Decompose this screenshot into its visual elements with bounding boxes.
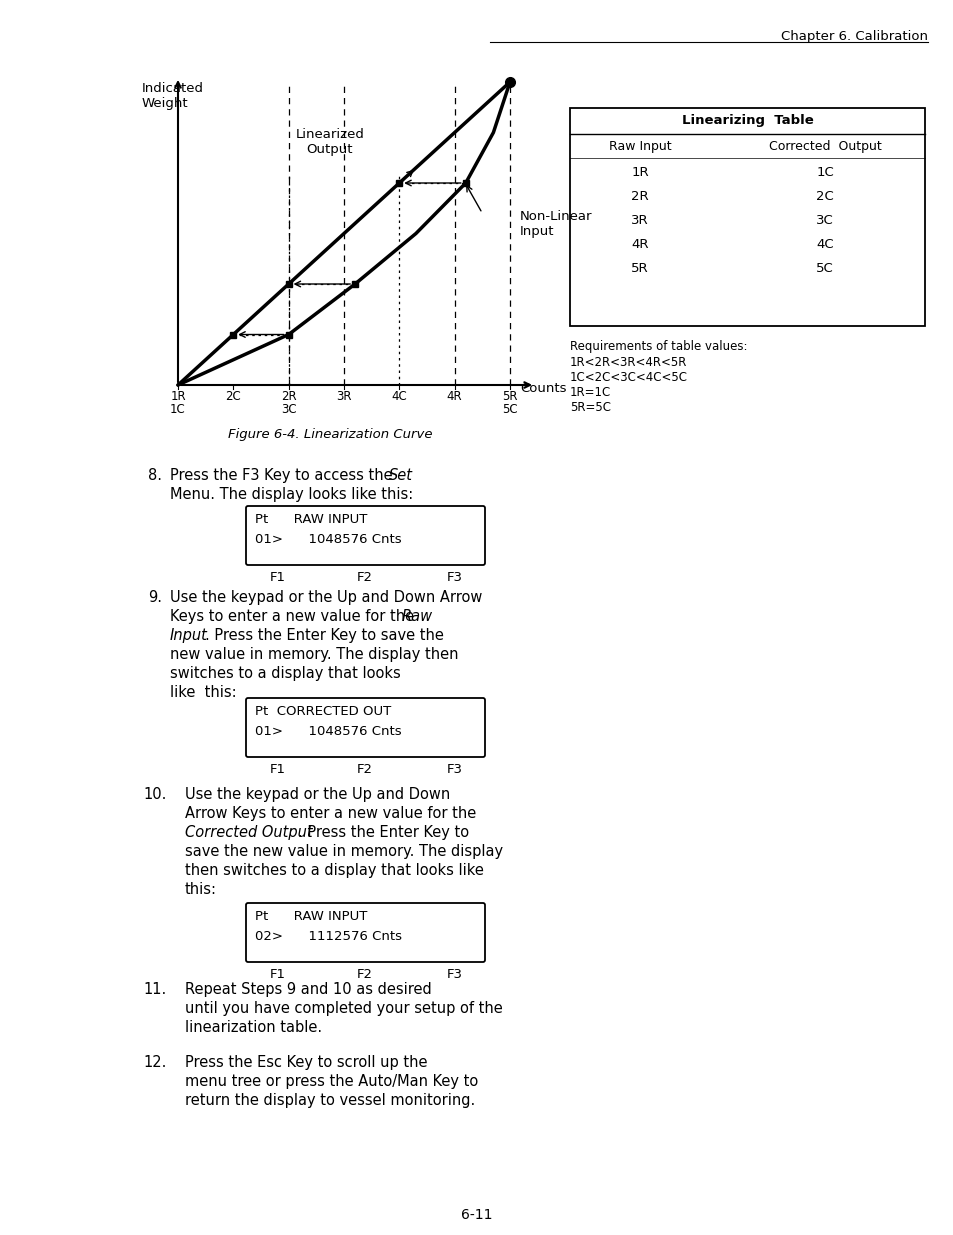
Text: 1C: 1C <box>815 165 833 179</box>
FancyBboxPatch shape <box>246 506 484 564</box>
Text: 4R: 4R <box>446 390 462 403</box>
Text: 4C: 4C <box>391 390 407 403</box>
Text: until you have completed your setup of the: until you have completed your setup of t… <box>185 1002 502 1016</box>
Text: . Press the Enter Key to save the: . Press the Enter Key to save the <box>205 629 443 643</box>
Text: Non-Linear
Input: Non-Linear Input <box>519 210 592 238</box>
Text: Counts: Counts <box>519 382 566 394</box>
Text: 01>      1048576 Cnts: 01> 1048576 Cnts <box>254 534 401 546</box>
Text: 1R: 1R <box>631 165 648 179</box>
Text: Set: Set <box>389 468 413 483</box>
Text: 8.: 8. <box>148 468 162 483</box>
Text: 1C<2C<3C<4C<5C: 1C<2C<3C<4C<5C <box>569 370 687 384</box>
Text: Use the keypad or the Up and Down: Use the keypad or the Up and Down <box>185 787 450 802</box>
Text: 5C: 5C <box>501 403 517 416</box>
Text: 3R: 3R <box>631 214 648 227</box>
Text: 5R: 5R <box>501 390 517 403</box>
Text: F2: F2 <box>356 968 373 981</box>
Text: Corrected Output: Corrected Output <box>185 825 313 840</box>
Text: 5R=5C: 5R=5C <box>569 401 610 414</box>
Text: Chapter 6. Calibration: Chapter 6. Calibration <box>781 30 927 43</box>
Text: 3C: 3C <box>815 214 833 227</box>
Text: Requirements of table values:: Requirements of table values: <box>569 340 747 353</box>
Text: 4R: 4R <box>631 238 648 251</box>
Text: 5R: 5R <box>631 262 648 275</box>
Text: 2C: 2C <box>815 190 833 203</box>
Text: Pt      RAW INPUT: Pt RAW INPUT <box>254 910 367 923</box>
Text: F1: F1 <box>270 968 286 981</box>
Text: 01>      1048576 Cnts: 01> 1048576 Cnts <box>254 725 401 739</box>
Text: then switches to a display that looks like: then switches to a display that looks li… <box>185 863 483 878</box>
FancyBboxPatch shape <box>246 903 484 962</box>
Text: Pt  CORRECTED OUT: Pt CORRECTED OUT <box>254 705 391 718</box>
Text: return the display to vessel monitoring.: return the display to vessel monitoring. <box>185 1093 475 1108</box>
Text: 11.: 11. <box>143 982 166 997</box>
Text: F1: F1 <box>270 571 286 584</box>
Text: Use the keypad or the Up and Down Arrow: Use the keypad or the Up and Down Arrow <box>170 590 482 605</box>
Text: 02>      1112576 Cnts: 02> 1112576 Cnts <box>254 930 401 944</box>
Text: 1C: 1C <box>170 403 186 416</box>
Text: 1R=1C: 1R=1C <box>569 387 611 399</box>
Text: 12.: 12. <box>143 1055 166 1070</box>
Text: 1R<2R<3R<4R<5R: 1R<2R<3R<4R<5R <box>569 356 687 369</box>
Text: Arrow Keys to enter a new value for the: Arrow Keys to enter a new value for the <box>185 806 476 821</box>
Text: Press the F3 Key to access the: Press the F3 Key to access the <box>170 468 396 483</box>
Text: F2: F2 <box>356 571 373 584</box>
Text: Corrected  Output: Corrected Output <box>768 140 881 153</box>
Text: Press the Esc Key to scroll up the: Press the Esc Key to scroll up the <box>185 1055 427 1070</box>
Text: this:: this: <box>185 882 216 897</box>
Text: Input: Input <box>170 629 208 643</box>
Text: Raw Input: Raw Input <box>608 140 671 153</box>
FancyBboxPatch shape <box>569 107 924 326</box>
Text: Figure 6-4. Linearization Curve: Figure 6-4. Linearization Curve <box>228 429 432 441</box>
Text: 3R: 3R <box>335 390 352 403</box>
Text: 9.: 9. <box>148 590 162 605</box>
Text: linearization table.: linearization table. <box>185 1020 322 1035</box>
Text: F3: F3 <box>447 968 462 981</box>
Text: Linearized
Output: Linearized Output <box>295 128 364 156</box>
Text: F1: F1 <box>270 763 286 776</box>
Text: new value in memory. The display then: new value in memory. The display then <box>170 647 458 662</box>
Text: F2: F2 <box>356 763 373 776</box>
Text: switches to a display that looks: switches to a display that looks <box>170 666 400 680</box>
Text: 5C: 5C <box>815 262 833 275</box>
Text: F3: F3 <box>447 571 462 584</box>
Text: 2R: 2R <box>631 190 648 203</box>
Text: Indicated
Weight: Indicated Weight <box>142 82 204 110</box>
Text: like  this:: like this: <box>170 685 236 700</box>
Text: F3: F3 <box>447 763 462 776</box>
Text: 6-11: 6-11 <box>460 1208 493 1221</box>
Text: Raw: Raw <box>401 609 433 624</box>
Text: Keys to enter a new value for the: Keys to enter a new value for the <box>170 609 418 624</box>
Text: Linearizing  Table: Linearizing Table <box>680 114 813 127</box>
Text: 2R: 2R <box>280 390 296 403</box>
Text: 2C: 2C <box>225 390 241 403</box>
Text: . Press the Enter Key to: . Press the Enter Key to <box>297 825 469 840</box>
Text: 10.: 10. <box>143 787 166 802</box>
Text: 4C: 4C <box>816 238 833 251</box>
Text: menu tree or press the Auto/Man Key to: menu tree or press the Auto/Man Key to <box>185 1074 477 1089</box>
Text: Pt      RAW INPUT: Pt RAW INPUT <box>254 513 367 526</box>
Text: save the new value in memory. The display: save the new value in memory. The displa… <box>185 844 502 860</box>
Text: 3C: 3C <box>280 403 296 416</box>
FancyBboxPatch shape <box>246 698 484 757</box>
Text: Repeat Steps 9 and 10 as desired: Repeat Steps 9 and 10 as desired <box>185 982 432 997</box>
Text: Menu. The display looks like this:: Menu. The display looks like this: <box>170 487 413 501</box>
Text: 1R: 1R <box>170 390 186 403</box>
